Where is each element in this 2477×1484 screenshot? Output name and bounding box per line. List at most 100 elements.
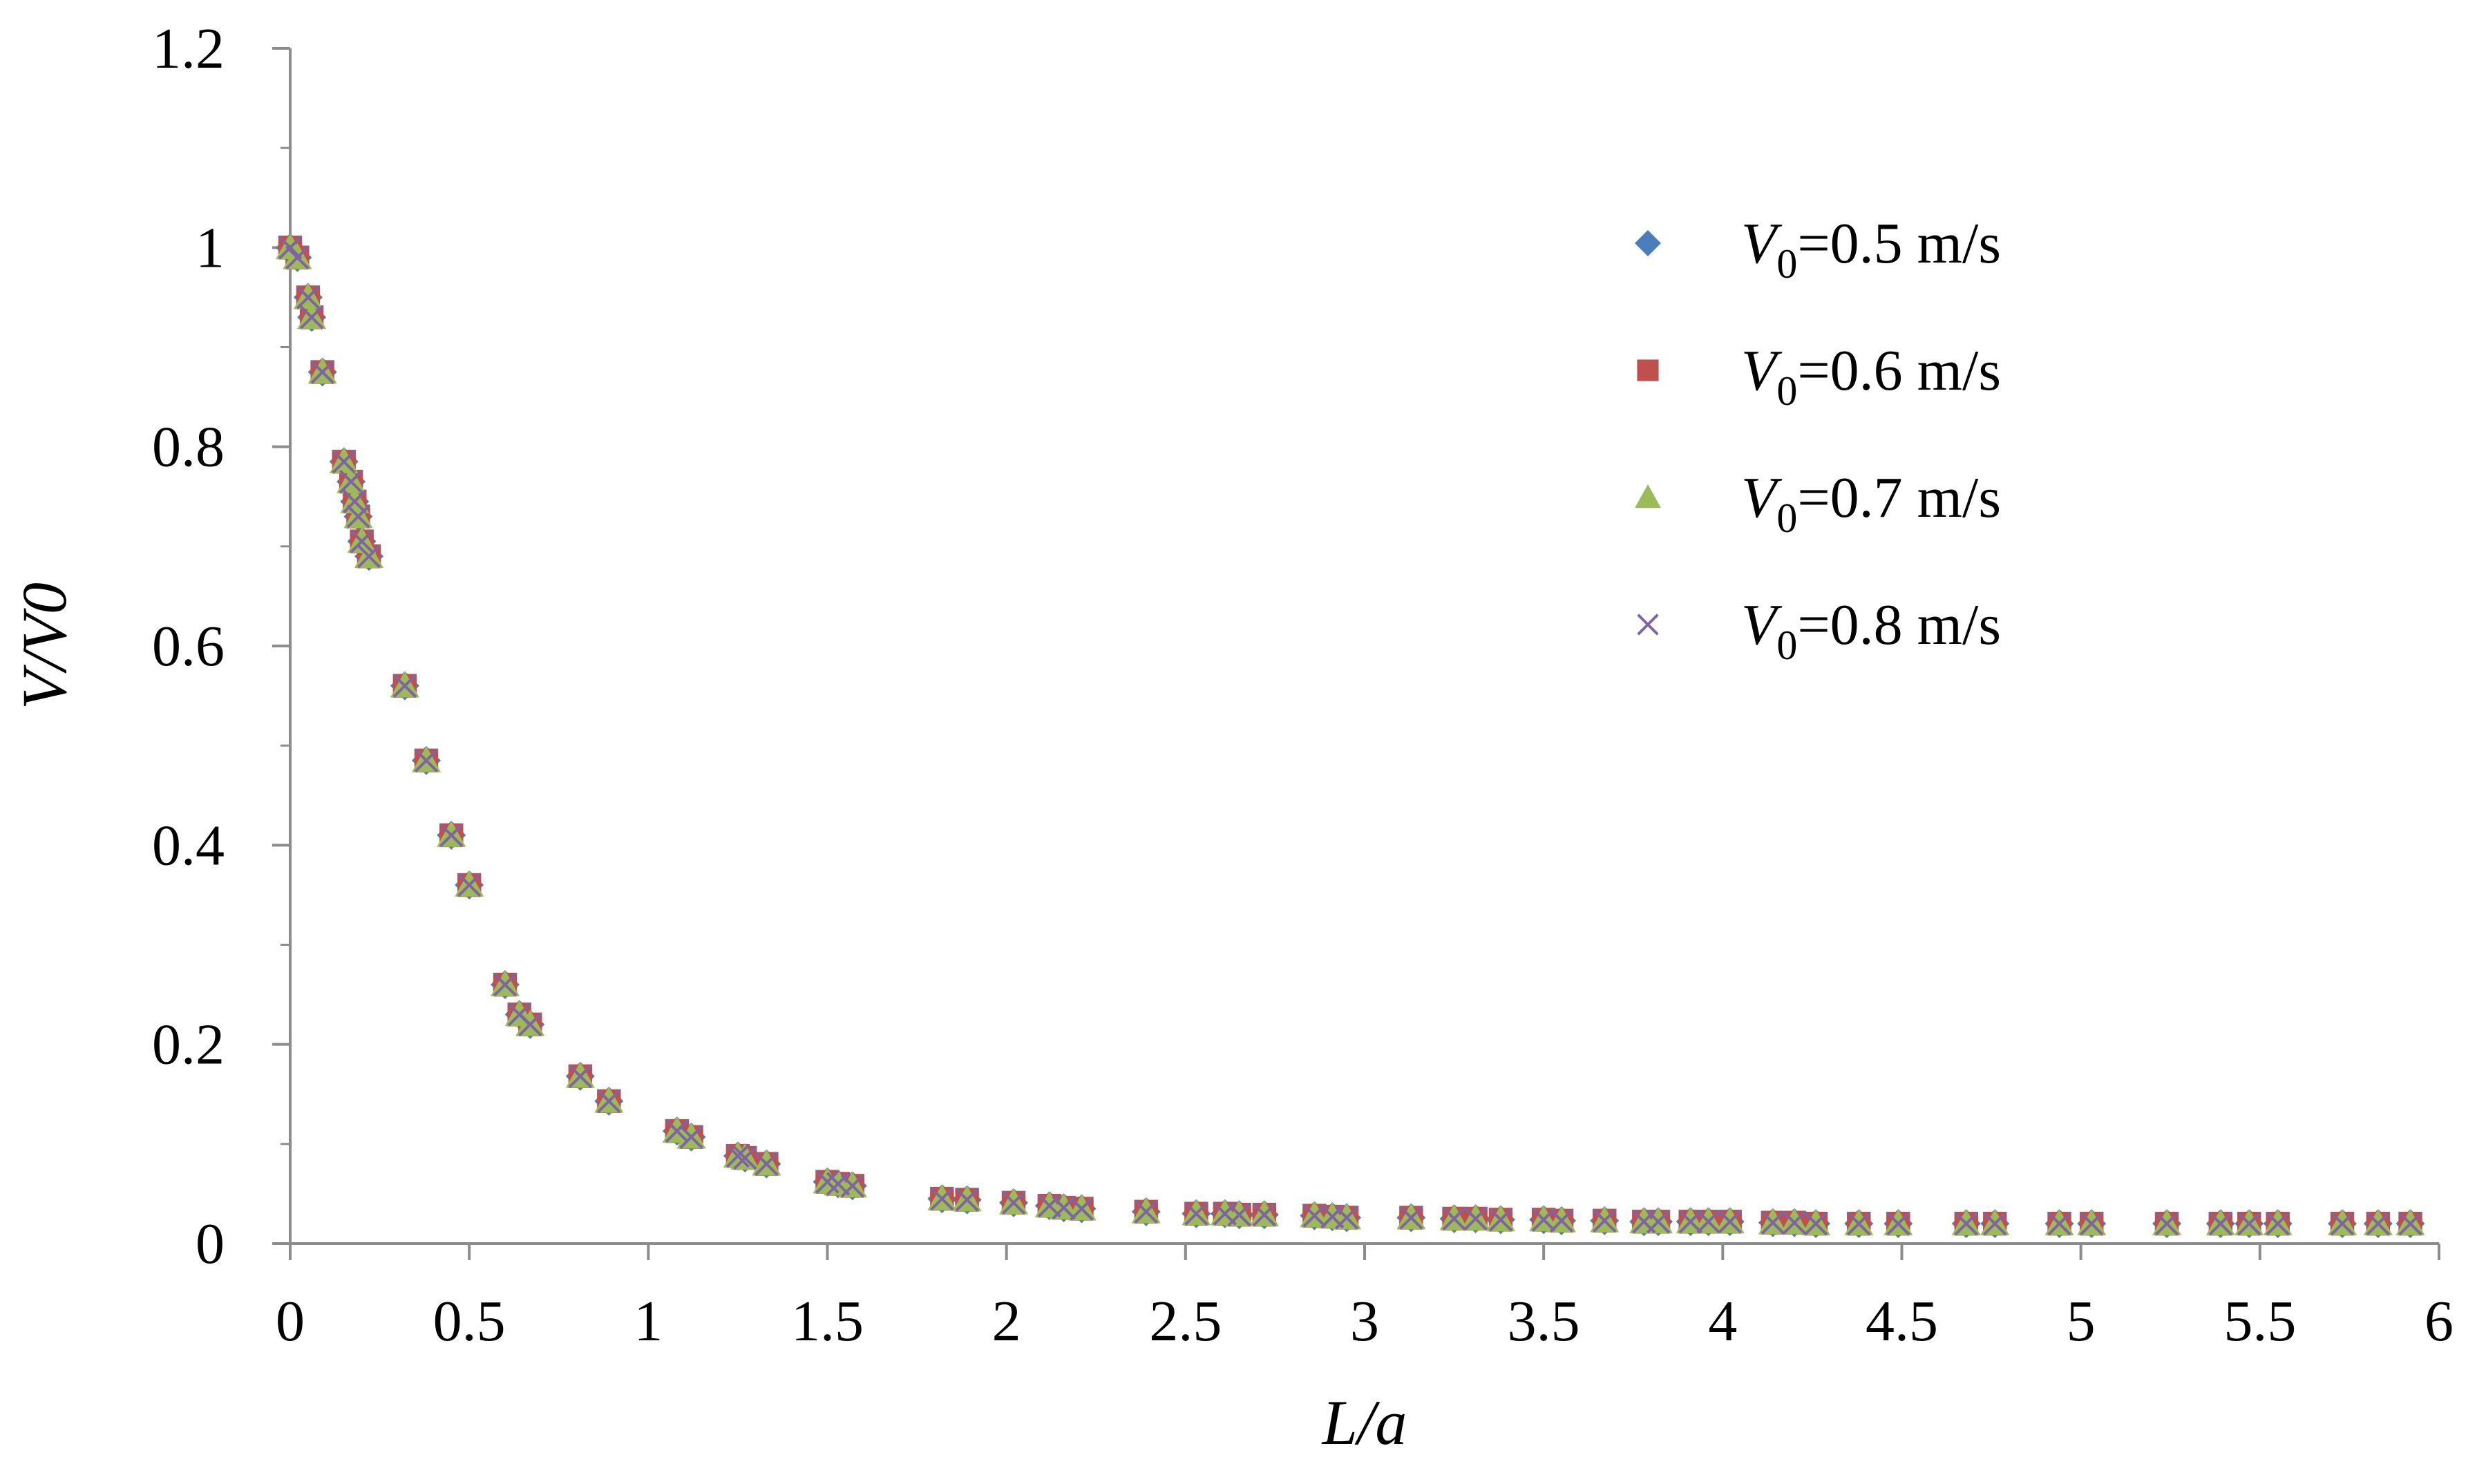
data-point [439,823,464,848]
data-point [1463,1206,1488,1231]
cross-stroke [392,674,417,698]
cross-stroke [332,450,356,474]
y-ticks: 0 0.2 0.4 0.6 0.8 1 1.2 [152,17,290,1276]
cross-stroke [343,489,367,514]
data-point [1782,1210,1807,1235]
data-point [1488,1208,1513,1232]
cross-stroke [1593,1208,1617,1233]
x-tick-label: 0.5 [433,1289,506,1353]
y-axis-title: V/V0 [9,582,79,710]
cross-stroke [2047,1212,2071,1236]
x-tick-label: 4 [1708,1289,1737,1353]
data-point [1696,1210,1720,1234]
legend-marker-3 [1635,484,1661,508]
cross-stroke [285,245,310,269]
cross-stroke [826,1172,851,1196]
data-point [493,973,518,997]
cross-stroke [1052,1195,1076,1220]
data-point [339,469,363,494]
data-point [1442,1206,1466,1231]
x-tick-label: 1 [634,1289,663,1353]
data-point [296,285,321,310]
x-tick-label: 2.5 [1149,1289,1222,1353]
data-point [1052,1195,1076,1220]
data-point [2366,1212,2391,1236]
data-point [597,1089,621,1114]
cross-stroke [1488,1208,1513,1232]
data-point [414,748,439,772]
cross-stroke [299,305,324,330]
cross-stroke [2080,1212,2104,1236]
y-tick-label: 0 [196,1212,225,1276]
data-point [332,450,356,474]
legend-label-2: V0=0.6 m/s [1741,339,2001,414]
cross-stroke [518,1012,542,1036]
series-1-markers [276,233,2425,1239]
cross-stroke [1847,1212,1871,1236]
cross-stroke [346,504,370,529]
series-4-markers [278,236,2422,1236]
data-point [2154,1212,2179,1236]
cross-stroke [1037,1194,1062,1218]
x-tick-label: 0 [276,1289,305,1353]
cross-stroke [357,544,381,569]
data-point [343,489,367,514]
cross-stroke [930,1186,954,1211]
data-point [725,1143,750,1168]
data-point [1549,1208,1574,1233]
cross-stroke [278,236,303,260]
data-point [1983,1212,2007,1236]
data-point [2047,1212,2071,1236]
data-point [2208,1212,2232,1236]
cross-stroke [2398,1212,2422,1236]
data-point [2080,1212,2104,1236]
data-point [930,1186,954,1211]
cross-stroke [1954,1212,1978,1236]
data-point [457,873,482,897]
legend-label-4: V0=0.8 m/s [1741,593,2001,668]
data-point [955,1188,979,1212]
cross-stroke [2237,1212,2261,1236]
series-3-markers [276,233,2425,1235]
data-point [1134,1199,1158,1224]
legend-label-3: V0=0.7 m/s [1741,466,2001,541]
x-axis-title: L/a [1321,1387,1407,1458]
data-point [1070,1197,1094,1221]
cross-stroke [755,1152,779,1176]
cross-stroke [568,1064,593,1088]
cross-stroke [679,1125,703,1149]
cross-stroke [1302,1204,1327,1228]
data-point [310,360,334,384]
cross-stroke [2266,1212,2290,1236]
cross-stroke [339,469,363,494]
cross-stroke [733,1145,757,1170]
data-point [755,1152,779,1176]
cross-stroke [1532,1208,1556,1232]
cross-stroke [414,748,439,772]
data-point [840,1174,864,1198]
data-point [285,245,310,269]
y-tick-label: 1.2 [152,17,225,81]
cross-stroke [1983,1212,2007,1236]
legend-marker-4 [1637,613,1659,636]
legend-marker-1 [1635,230,1661,256]
cross-stroke [1637,613,1659,636]
y-tick-label: 1 [196,216,225,280]
data-point [1718,1210,1742,1234]
cross-stroke [1334,1206,1359,1230]
data-markers [276,233,2425,1239]
y-tick-label: 0.8 [152,415,225,479]
cross-stroke [2330,1212,2355,1236]
cross-stroke [1761,1210,1785,1235]
cross-stroke [665,1119,689,1143]
cross-stroke [310,360,334,384]
legend-marker-2 [1637,359,1659,381]
data-point [1184,1201,1208,1226]
data-point [665,1119,689,1143]
data-point [1886,1212,1910,1236]
data-point [1334,1206,1359,1230]
cross-stroke [1803,1212,1828,1236]
x-tick-label: 2 [992,1289,1021,1353]
data-point [350,529,374,553]
cross-stroke [1678,1210,1702,1234]
